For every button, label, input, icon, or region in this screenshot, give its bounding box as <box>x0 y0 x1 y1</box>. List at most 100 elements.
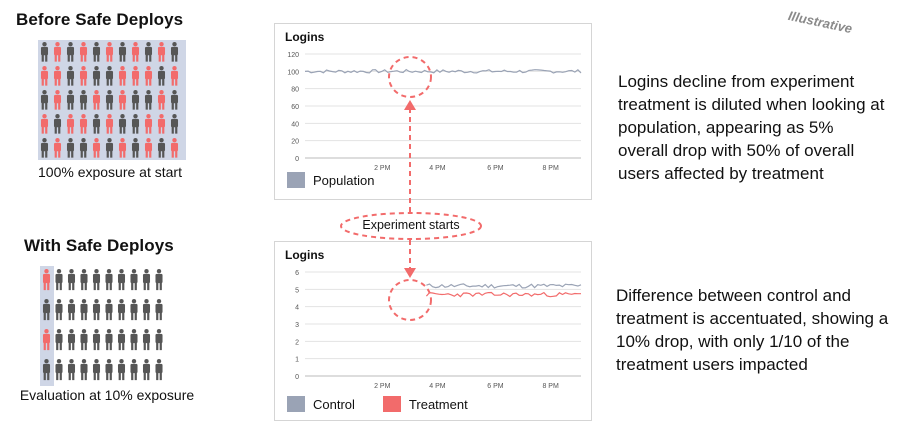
person-icon <box>144 42 153 62</box>
x-tick-label: 6 PM <box>487 165 504 172</box>
person-icon <box>92 359 101 381</box>
person-icon <box>79 66 88 86</box>
person-icon <box>157 66 166 86</box>
person-icon <box>42 299 51 321</box>
person-icon <box>92 114 101 134</box>
person-icon <box>92 299 101 321</box>
bottom-legend: Control Treatment <box>287 396 468 412</box>
person-icon <box>170 66 179 86</box>
person-icon <box>157 114 166 134</box>
population-swatch <box>287 172 305 188</box>
top-description: Logins decline from experiment treatment… <box>618 72 885 183</box>
person-icon <box>80 299 88 321</box>
after-population-icons <box>40 266 163 386</box>
person-icon <box>155 329 163 351</box>
person-icon <box>142 329 151 351</box>
x-tick-label: 2 PM <box>374 165 391 172</box>
y-tick-label: 2 <box>295 339 299 346</box>
person-icon <box>130 269 138 291</box>
experiment-starts-label: Experiment starts <box>362 218 460 232</box>
bottom-chart-card: Logins 6 5 4 3 2 1 0 2 PM 4 PM 6 PM 8 PM Control T… <box>274 241 592 421</box>
person-icon <box>105 42 114 62</box>
person-icon <box>67 359 76 381</box>
person-icon <box>105 329 113 351</box>
person-icon <box>92 329 101 351</box>
person-icon <box>40 114 49 134</box>
person-icon <box>79 138 88 158</box>
bottom-chart-title: Logins <box>285 248 325 262</box>
person-icon <box>66 114 75 134</box>
after-caption: Evaluation at 10% exposure <box>19 387 195 403</box>
person-icon <box>66 138 75 158</box>
arrow-down-head <box>404 268 416 278</box>
person-icon <box>130 329 138 351</box>
y-tick-label: 6 <box>295 270 299 277</box>
experiment-starts-ellipse <box>340 212 482 240</box>
treatment-legend-label: Treatment <box>408 396 468 412</box>
top-highlight-circle <box>388 56 432 98</box>
person-icon <box>170 138 179 158</box>
person-icon <box>40 90 49 110</box>
bottom-logins-chart: 6 5 4 3 2 1 0 2 PM 4 PM 6 PM 8 PM <box>295 270 582 390</box>
person-icon <box>144 90 153 110</box>
person-icon <box>117 269 126 291</box>
bottom-highlight-circle <box>388 279 432 321</box>
person-icon <box>55 329 63 351</box>
person-icon <box>53 138 62 158</box>
person-icon <box>142 299 151 321</box>
bottom-description: Difference between control and treatment… <box>616 286 889 374</box>
person-icon <box>79 114 88 134</box>
person-icon <box>130 299 138 321</box>
person-icon <box>66 42 75 62</box>
person-icon <box>170 42 179 62</box>
person-icon <box>79 42 88 62</box>
control-legend-label: Control <box>313 396 355 412</box>
population-series-line <box>304 68 582 74</box>
person-icon <box>170 90 179 110</box>
person-icon <box>131 114 140 134</box>
y-tick-label: 20 <box>291 139 299 146</box>
y-tick-label: 4 <box>295 305 299 312</box>
y-tick-label: 0 <box>295 156 299 163</box>
arrow-up-head <box>404 100 416 110</box>
person-icon <box>170 114 179 134</box>
person-icon <box>66 66 75 86</box>
x-tick-label: 4 PM <box>429 165 446 172</box>
person-icon <box>117 359 126 381</box>
person-icon <box>144 138 153 158</box>
y-tick-label: 3 <box>295 322 299 329</box>
y-tick-label: 100 <box>287 69 299 76</box>
person-icon <box>105 114 114 134</box>
person-icon <box>157 138 166 158</box>
person-icon <box>118 66 127 86</box>
person-icon <box>142 359 151 381</box>
person-icon <box>92 269 101 291</box>
population-legend-label: Population <box>313 172 375 188</box>
person-icon <box>142 269 151 291</box>
y-tick-label: 60 <box>291 104 299 111</box>
top-legend: Population <box>287 172 374 188</box>
person-icon <box>105 90 114 110</box>
y-tick-label: 0 <box>295 374 299 381</box>
top-chart-title: Logins <box>285 30 325 44</box>
top-chart-card: Logins 120 100 80 60 40 20 0 2 PM 4 PM 6 PM 8 PM P… <box>274 23 592 200</box>
person-icon <box>55 269 63 291</box>
person-icon <box>117 329 126 351</box>
person-icon <box>53 114 62 134</box>
exposed-column-background <box>40 266 54 386</box>
person-icon <box>155 299 163 321</box>
person-icon <box>55 359 63 381</box>
treatment-series-line <box>425 291 581 298</box>
person-icon <box>55 299 63 321</box>
person-icon <box>157 42 166 62</box>
person-icon <box>155 269 163 291</box>
person-icon <box>67 329 76 351</box>
person-icon <box>155 359 163 381</box>
person-icon <box>42 269 51 291</box>
x-tick-label: 6 PM <box>487 383 504 390</box>
y-tick-label: 5 <box>295 287 299 294</box>
x-tick-label: 8 PM <box>542 383 559 390</box>
before-population-icons <box>38 40 186 160</box>
person-icon <box>157 90 166 110</box>
